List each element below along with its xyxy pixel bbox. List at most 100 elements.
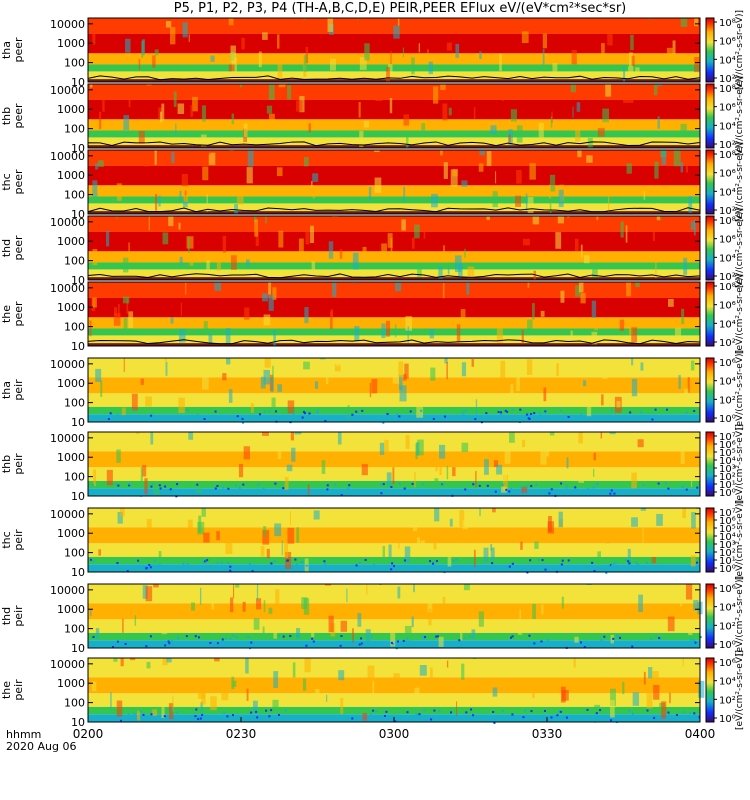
flux-streak — [296, 628, 301, 639]
colorbar-tick-label: 10⁸ — [719, 18, 736, 29]
flux-streak — [128, 92, 131, 108]
colorbar-tick-label: 10⁶ — [719, 103, 736, 114]
noise-speck — [436, 635, 439, 638]
noise-speck — [265, 709, 268, 712]
noise-speck — [610, 564, 613, 567]
flux-streak — [170, 317, 174, 324]
noise-speck — [653, 716, 656, 719]
flux-streak — [394, 324, 397, 338]
noise-speck — [486, 484, 489, 487]
flux-streak — [312, 173, 319, 182]
flux-streak — [386, 472, 392, 486]
flux-streak — [328, 615, 334, 633]
colorbar-tick-label: 10² — [719, 621, 736, 632]
potential-line — [87, 273, 701, 279]
flux-streak — [471, 359, 475, 367]
noise-speck — [616, 634, 619, 637]
flux-streak — [616, 401, 621, 408]
flux-streak — [577, 150, 582, 158]
energy-band — [88, 543, 700, 557]
flux-streak — [460, 625, 463, 641]
flux-streak — [278, 230, 284, 248]
noise-speck — [592, 486, 595, 489]
noise-speck — [664, 482, 667, 485]
flux-streak — [202, 376, 209, 390]
noise-speck — [175, 711, 178, 714]
noise-speck — [150, 414, 153, 417]
colorbar-tick-label: 10⁴ — [719, 456, 736, 467]
colorbar-tick-label: 10³ — [719, 464, 736, 475]
flux-streak — [123, 358, 125, 372]
flux-streak — [320, 358, 326, 360]
noise-speck — [274, 410, 277, 413]
flux-streak — [228, 389, 233, 403]
noise-speck — [505, 488, 508, 491]
flux-streak — [255, 231, 259, 247]
flux-streak — [492, 687, 498, 697]
y-axis-label: peir — [12, 605, 25, 627]
flux-streak — [264, 358, 271, 368]
noise-speck — [361, 409, 364, 412]
flux-streak — [311, 181, 313, 188]
panel-frame — [87, 17, 701, 83]
noise-speck — [231, 714, 234, 717]
noise-speck — [339, 717, 342, 720]
colorbar — [705, 657, 715, 723]
flux-streak — [287, 85, 292, 100]
colorbar — [705, 583, 715, 649]
noise-speck — [556, 714, 559, 717]
noise-speck — [171, 639, 174, 642]
flux-streak — [262, 530, 270, 545]
flux-streak — [296, 100, 303, 112]
flux-streak — [572, 106, 574, 118]
chart-title: P5, P1, P2, P3, P4 (TH-A,B,C,D,E) PEIR,P… — [173, 1, 627, 16]
flux-streak — [490, 547, 495, 561]
flux-streak — [688, 196, 693, 213]
flux-streak — [291, 447, 296, 462]
flux-streak — [268, 607, 273, 614]
flux-streak — [247, 150, 254, 167]
flux-streak — [278, 84, 286, 88]
noise-speck — [216, 561, 219, 564]
flux-streak — [447, 266, 450, 275]
energy-band — [88, 282, 700, 298]
flux-streak — [92, 297, 97, 308]
flux-streak — [440, 150, 443, 156]
flux-streak — [263, 658, 271, 667]
flux-streak — [357, 18, 359, 20]
energy-band — [88, 137, 700, 146]
noise-speck — [186, 409, 189, 412]
noise-speck — [292, 412, 295, 415]
flux-streak — [123, 317, 128, 335]
flux-streak — [452, 467, 456, 477]
flux-streak — [246, 167, 253, 184]
noise-speck — [396, 640, 399, 643]
noise-speck — [126, 570, 129, 573]
flux-streak — [203, 321, 208, 332]
noise-speck — [508, 490, 511, 493]
y-tick-label: 10000 — [50, 508, 85, 521]
colorbar-tick-label: 10⁶ — [719, 301, 736, 312]
noise-speck — [643, 641, 646, 644]
noise-speck — [667, 711, 670, 714]
y-tick-label: 100 — [64, 471, 85, 484]
flux-streak — [653, 84, 658, 96]
flux-streak — [560, 686, 566, 703]
noise-speck — [432, 417, 435, 420]
noise-speck — [373, 563, 376, 566]
flux-streak — [379, 442, 385, 455]
flux-streak — [533, 270, 537, 280]
flux-streak — [329, 58, 336, 71]
noise-speck — [698, 716, 701, 719]
flux-streak — [104, 152, 109, 162]
flux-streak — [547, 521, 554, 534]
flux-streak — [622, 681, 625, 695]
flux-streak — [372, 680, 375, 698]
flux-streak — [516, 375, 520, 392]
noise-speck — [351, 413, 354, 416]
noise-speck — [387, 488, 390, 491]
flux-streak — [165, 361, 168, 376]
y-axis-label: peir — [12, 529, 25, 551]
noise-speck — [311, 492, 314, 495]
colorbar — [705, 149, 715, 215]
